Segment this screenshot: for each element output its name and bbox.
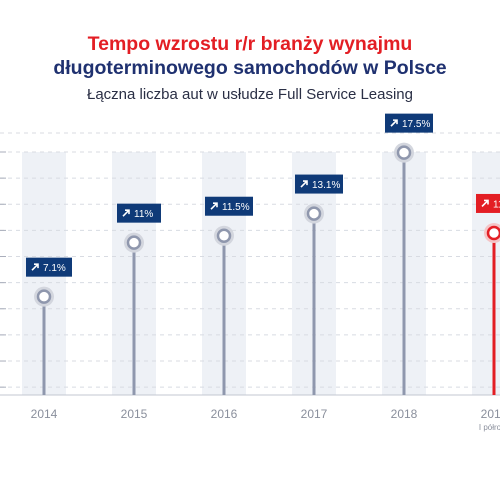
arrow-up-right-icon: [300, 180, 308, 188]
x-tick-label-2017: 2017: [301, 407, 328, 421]
column-band: [472, 152, 500, 395]
value-label-2015: 11%: [134, 209, 153, 220]
value-badge: [117, 203, 161, 223]
value-label-2019: 11.7: [493, 199, 500, 210]
chart-subtitle: Łączna liczba aut w usłudze Full Service…: [86, 86, 413, 103]
value-badge: [26, 257, 72, 277]
value-badge: [295, 174, 343, 194]
data-point-2019: [486, 225, 500, 241]
x-tick-label-2018: 2018: [391, 407, 418, 421]
value-label-2018: 17.5%: [402, 119, 430, 130]
data-point-2018: [396, 145, 412, 160]
x-tick-label-2019: 2019: [481, 407, 500, 421]
x-tick-label-2015: 2015: [121, 407, 148, 421]
x-tick-sublabel: I półrocz: [479, 423, 500, 432]
arrow-up-right-icon: [210, 202, 218, 210]
data-point-2014: [36, 289, 52, 304]
chart-title-line-1: Tempo wzrostu r/r branży wynajmu: [87, 33, 413, 55]
arrow-up-right-icon: [390, 119, 398, 127]
value-label-2017: 13.1%: [312, 180, 340, 191]
x-tick-label-2014: 2014: [31, 407, 58, 421]
arrow-up-right-icon: [122, 209, 130, 217]
value-badge: [385, 113, 433, 133]
value-badge: [205, 196, 253, 216]
data-point-2016: [216, 228, 232, 243]
value-label-2014: 7.1%: [43, 263, 66, 274]
arrow-up-right-icon: [31, 263, 39, 271]
arrow-up-right-icon: [481, 199, 489, 208]
x-tick-label-2016: 2016: [211, 407, 238, 421]
data-point-2015: [126, 235, 142, 250]
data-point-2017: [306, 206, 322, 221]
chart-title-line-2: długoterminowego samochodów w Polsce: [53, 57, 447, 79]
value-label-2016: 11.5%: [222, 202, 250, 213]
